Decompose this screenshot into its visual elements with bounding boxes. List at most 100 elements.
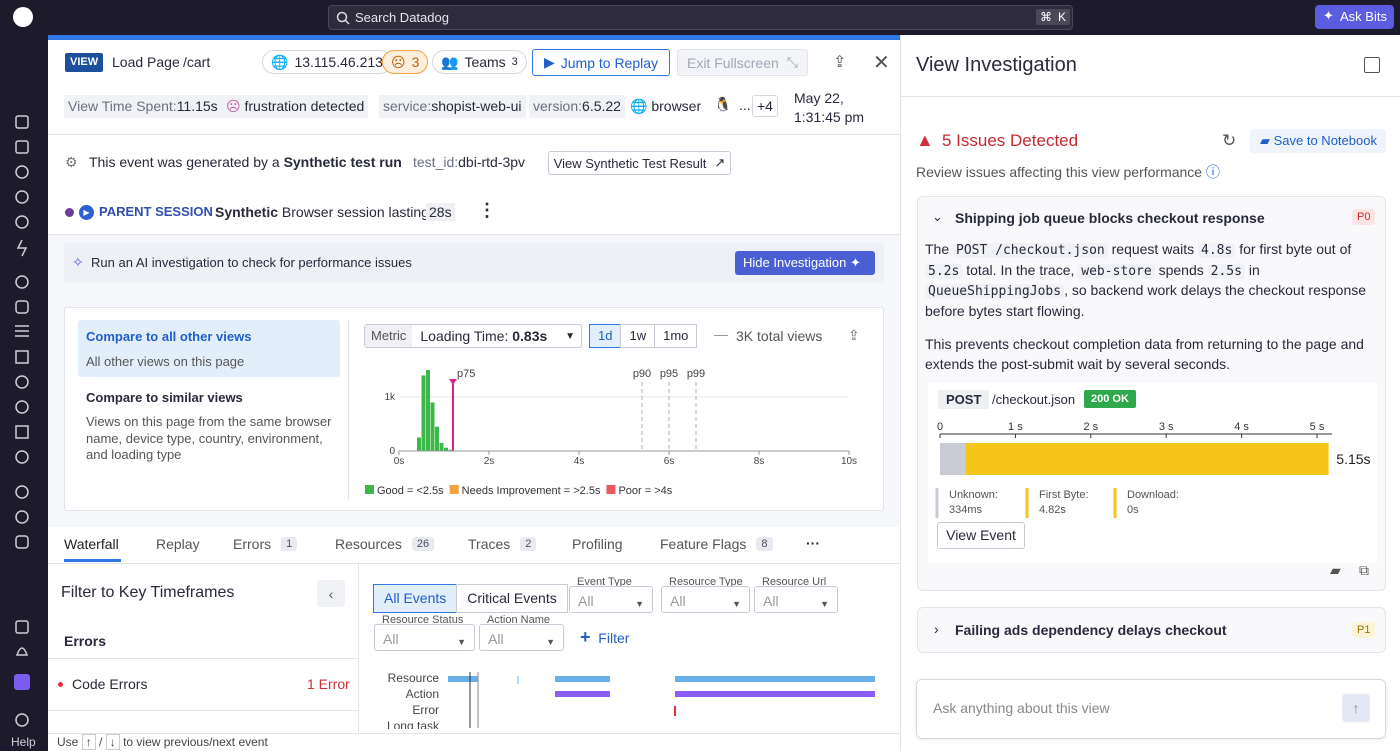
paragraph-text: total. In the trace, bbox=[966, 261, 1075, 278]
tab[interactable]: Profiling bbox=[572, 536, 623, 552]
copy-icon[interactable]: ⧉ bbox=[1359, 562, 1369, 578]
exit-icon: ⤡ bbox=[786, 54, 798, 70]
ask-bits-button[interactable] bbox=[1315, 5, 1394, 29]
histogram-bar bbox=[439, 442, 444, 451]
dropdown[interactable]: All ▼ bbox=[374, 624, 475, 651]
exit-fullscreen-button[interactable]: Exit Fullscreen ⤡ bbox=[677, 49, 808, 76]
hide-investigation-button[interactable]: Hide Investigation ✦ bbox=[735, 251, 875, 275]
range-option[interactable]: 1d bbox=[589, 324, 622, 348]
issue-title[interactable]: Shipping job queue blocks checkout respo… bbox=[955, 210, 1265, 226]
range-option[interactable]: 1w bbox=[620, 324, 656, 348]
tab-label: Traces bbox=[468, 536, 511, 552]
session-menu[interactable]: ⋮ bbox=[478, 200, 496, 220]
compare-similar-title[interactable]: Compare to similar views bbox=[86, 390, 243, 405]
ip: 13.115.46.213 bbox=[294, 54, 383, 70]
panel-toggle[interactable] bbox=[1364, 57, 1380, 73]
dropdown[interactable]: All ▼ bbox=[661, 586, 750, 613]
x-tick-label: 10s bbox=[841, 456, 857, 467]
issue-paragraph: This prevents checkout completion data f… bbox=[925, 336, 1364, 372]
more-tabs[interactable]: ··· bbox=[806, 535, 820, 551]
waterfall-row-label: Action bbox=[405, 687, 439, 701]
jump-to-replay-button[interactable]: ▶ Jump to Replay bbox=[532, 49, 670, 76]
chevron-right[interactable]: › bbox=[934, 621, 939, 637]
more-tags[interactable]: +4 bbox=[752, 95, 778, 117]
histogram-bar bbox=[448, 449, 453, 451]
divider bbox=[358, 564, 359, 734]
ai-icon: ✧ bbox=[72, 254, 84, 270]
dropdown[interactable]: All ▼ bbox=[569, 586, 653, 613]
dropdown-value: All bbox=[578, 593, 594, 609]
help-label[interactable]: Help bbox=[11, 735, 36, 749]
session-play: ▶ bbox=[79, 205, 94, 220]
export-icon[interactable]: ⇪ bbox=[848, 327, 860, 343]
test-id: test_id:dbi-rtd-3pv bbox=[413, 154, 525, 170]
waterfall-row-label: Long task bbox=[386, 719, 439, 729]
toggle-option[interactable]: All Events bbox=[373, 584, 458, 613]
refresh-icon[interactable]: ↻ bbox=[1222, 131, 1237, 150]
frustration-pill[interactable]: ☹ 3 bbox=[382, 50, 429, 74]
ip-pill[interactable]: 🌐 13.115.46.213 bbox=[262, 50, 392, 74]
segment-name: Unknown: bbox=[949, 489, 998, 501]
ask-input[interactable] bbox=[916, 679, 1386, 739]
tab-bar: Waterfall Replay Errors 1 Resources 26 Traces 2… bbox=[48, 527, 900, 564]
issue-title[interactable]: Failing ads dependency delays checkout bbox=[955, 622, 1227, 638]
dropdown-caret: ▼ bbox=[565, 330, 575, 342]
view-event-button[interactable]: View Event bbox=[937, 522, 1025, 549]
metric-select[interactable]: Metric Loading Time: 0.83s ▼ bbox=[364, 324, 582, 348]
close-icon[interactable]: ✕ bbox=[873, 52, 890, 74]
dropdown-value: All bbox=[488, 631, 504, 647]
synthetic-result-button[interactable]: View Synthetic Test Result ↗ bbox=[548, 151, 731, 175]
tab[interactable]: Replay bbox=[156, 536, 200, 552]
histogram-bar bbox=[435, 426, 439, 451]
timing-segment bbox=[940, 443, 966, 475]
toggle-option[interactable]: Critical Events bbox=[456, 584, 568, 613]
dropdown-caret: ▼ bbox=[546, 637, 555, 647]
tab-label: Waterfall bbox=[64, 536, 119, 552]
divider bbox=[348, 320, 349, 500]
legend-swatch bbox=[365, 485, 374, 494]
timing-segment bbox=[965, 443, 1329, 475]
dropdown[interactable]: All ▼ bbox=[479, 624, 564, 651]
send-button[interactable]: ↑ bbox=[1342, 694, 1370, 722]
tab[interactable]: Feature Flags 8 bbox=[660, 536, 773, 552]
priority-badge: P0 bbox=[1352, 209, 1376, 225]
teams: Teams bbox=[464, 54, 506, 70]
save-notebook-button[interactable]: ▰ Save to Notebook bbox=[1250, 129, 1386, 153]
tab-count: 26 bbox=[411, 537, 435, 551]
notebook-icon[interactable]: ▰ bbox=[1330, 562, 1341, 578]
session-duration: 28s bbox=[426, 203, 455, 221]
segment-value: 334ms bbox=[949, 504, 983, 516]
tab[interactable]: Traces 2 bbox=[468, 536, 537, 552]
share-icon[interactable]: ⇪ bbox=[833, 54, 847, 71]
tab[interactable]: Resources 26 bbox=[335, 536, 435, 552]
tab[interactable]: Errors 1 bbox=[233, 536, 298, 552]
segment-name: Download: bbox=[1127, 489, 1179, 501]
timeframe-item[interactable]: Code Errors bbox=[72, 676, 148, 692]
compare-all-title: Compare to all other views bbox=[86, 329, 252, 344]
paragraph-text: for first byte out of bbox=[1239, 241, 1352, 257]
range-option[interactable]: 1mo bbox=[654, 324, 698, 348]
compare-all-option[interactable] bbox=[78, 320, 340, 377]
chevron-down[interactable]: ⌄ bbox=[932, 209, 943, 224]
inline-code: 5.2s bbox=[925, 263, 963, 279]
tab-label: Resources bbox=[335, 536, 402, 552]
legend-label: Needs Improvement = >2.5s bbox=[462, 485, 601, 497]
tab[interactable]: Waterfall bbox=[64, 536, 119, 552]
histogram: 0 1k 0s 2s 4s 6s 8s 10s p75 p90 p95 p99 Good = <2.5s… bbox=[365, 368, 857, 497]
teams-count: 3 bbox=[511, 56, 518, 68]
view-name: Load Page bbox=[112, 54, 180, 70]
collapse-button[interactable]: ‹ bbox=[317, 580, 345, 607]
x-tick-label: 2 s bbox=[1083, 421, 1098, 433]
dropdown-value: All bbox=[763, 593, 779, 609]
add-filter[interactable]: + Filter bbox=[580, 627, 630, 647]
teams-pill[interactable]: 👥 Teams 3 bbox=[432, 50, 527, 74]
segment-name: First Byte: bbox=[1039, 489, 1089, 501]
search-box[interactable] bbox=[328, 5, 1073, 30]
dropdown[interactable]: All ▼ bbox=[754, 586, 838, 613]
status-badge: 200 OK bbox=[1084, 390, 1136, 408]
issue-card[interactable] bbox=[917, 607, 1386, 653]
version: 6.5.22 bbox=[582, 98, 621, 114]
date: May 22, bbox=[794, 90, 844, 106]
ai-text: Run an AI investigation to check for per… bbox=[91, 255, 412, 270]
tab-underline bbox=[64, 559, 121, 562]
